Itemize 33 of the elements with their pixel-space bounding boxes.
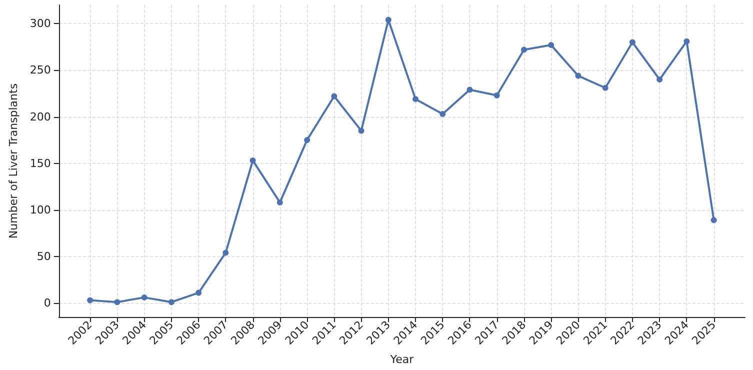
point	[494, 92, 500, 98]
y-tick-label: 150	[30, 156, 51, 170]
point	[385, 16, 392, 23]
point	[710, 217, 717, 224]
point	[656, 76, 663, 83]
point	[684, 38, 690, 44]
point	[575, 72, 582, 79]
y-tick-label: 50	[36, 250, 51, 263]
point	[331, 93, 338, 100]
y-tick-label: 0	[44, 296, 51, 310]
point	[520, 46, 527, 53]
y-tick-label: 300	[30, 17, 51, 30]
point	[276, 199, 283, 206]
point	[250, 158, 256, 164]
point	[440, 110, 446, 117]
point	[412, 96, 419, 102]
point	[466, 86, 473, 93]
point	[114, 299, 120, 306]
y-tick-label: 200	[30, 110, 51, 124]
point	[358, 128, 364, 134]
point	[87, 297, 94, 304]
y-tick-label: 250	[30, 64, 51, 77]
point	[602, 84, 608, 91]
y-tick-label: 100	[30, 203, 51, 216]
point	[548, 42, 554, 48]
point	[222, 250, 229, 256]
point	[141, 294, 148, 300]
y-axis-title: Number of Liver Transplants	[7, 83, 20, 239]
point	[196, 290, 202, 296]
point	[304, 137, 310, 144]
point	[168, 299, 174, 306]
point	[629, 39, 636, 46]
x-axis-title: Year	[389, 353, 414, 366]
